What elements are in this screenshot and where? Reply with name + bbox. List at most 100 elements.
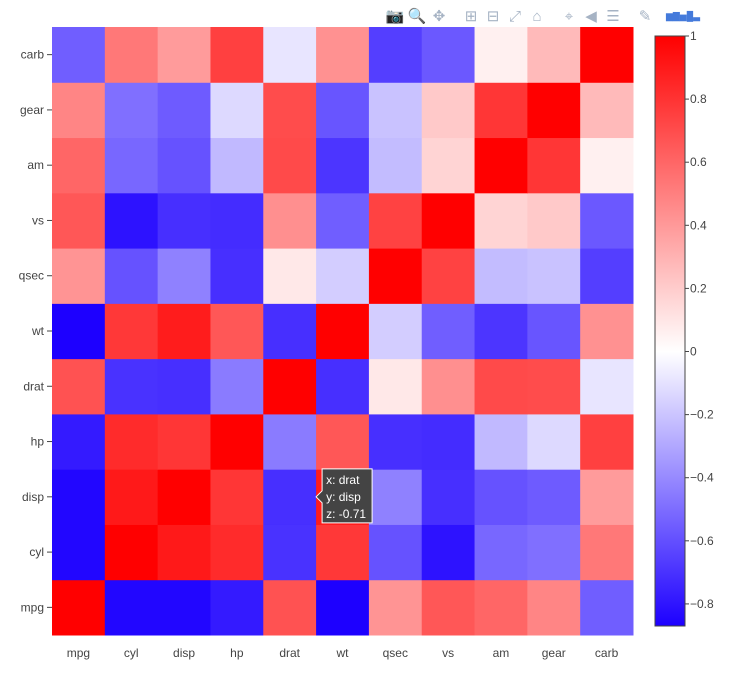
heatmap-cell-vs-hp[interactable] — [210, 192, 264, 249]
heatmap-cell-mpg-carb[interactable] — [580, 579, 634, 636]
heatmap-cell-am-wt[interactable] — [316, 137, 370, 194]
heatmap-cell-cyl-carb[interactable] — [580, 524, 634, 581]
heatmap-cell-cyl-am[interactable] — [474, 524, 528, 581]
hover-compare-icon[interactable]: ☰ — [606, 7, 620, 25]
heatmap-cell-am-carb[interactable] — [580, 137, 634, 194]
heatmap-cell-wt-cyl[interactable] — [104, 303, 159, 360]
heatmap-cell-cyl-mpg[interactable] — [52, 524, 106, 581]
heatmap-cell-qsec-am[interactable] — [474, 248, 528, 304]
heatmap-cell-gear-mpg[interactable] — [52, 82, 106, 139]
heatmap-cell-qsec-wt[interactable] — [316, 248, 370, 304]
heatmap-cell-drat-drat[interactable] — [263, 358, 317, 415]
heatmap-cell-qsec-hp[interactable] — [210, 248, 264, 304]
heatmap-cell-carb-carb[interactable] — [580, 27, 634, 83]
heatmap-cell-cyl-drat[interactable] — [263, 524, 317, 581]
heatmap-cell-disp-gear[interactable] — [527, 469, 581, 525]
heatmap-cell-wt-mpg[interactable] — [52, 303, 106, 360]
hover-closest-icon[interactable]: ◀ — [585, 7, 597, 25]
heatmap-cell-carb-gear[interactable] — [527, 27, 581, 83]
heatmap-cell-hp-mpg[interactable] — [52, 413, 106, 470]
spike-lines-icon[interactable]: ⌖ — [564, 7, 574, 25]
heatmap-cell-qsec-mpg[interactable] — [52, 248, 106, 304]
heatmap-cell-hp-gear[interactable] — [527, 413, 581, 470]
heatmap-cell-hp-carb[interactable] — [580, 413, 634, 470]
heatmap-cell-vs-wt[interactable] — [316, 192, 370, 249]
zoom-out-icon[interactable]: ⊟ — [486, 7, 500, 25]
heatmap-cell-gear-carb[interactable] — [580, 82, 634, 139]
heatmap-cell-mpg-gear[interactable] — [527, 579, 581, 636]
heatmap-cell-am-cyl[interactable] — [104, 137, 159, 194]
heatmap-cell-cyl-cyl[interactable] — [104, 524, 159, 581]
heatmap-cell-mpg-disp[interactable] — [157, 579, 211, 636]
pan-icon[interactable]: ✥ — [432, 7, 446, 25]
heatmap-cell-drat-disp[interactable] — [157, 358, 211, 415]
autoscale-icon[interactable]: ⤢ — [508, 7, 521, 25]
heatmap-cell-wt-drat[interactable] — [263, 303, 317, 360]
heatmap-cell-drat-carb[interactable] — [580, 358, 634, 415]
heatmap-cell-carb-wt[interactable] — [316, 27, 370, 83]
heatmap-cell-wt-hp[interactable] — [210, 303, 264, 360]
heatmap-cell-cyl-gear[interactable] — [527, 524, 581, 581]
heatmap-cell-qsec-disp[interactable] — [157, 248, 211, 304]
heatmap-cell-am-am[interactable] — [474, 137, 528, 194]
heatmap-cell-disp-cyl[interactable] — [104, 469, 159, 525]
heatmap-cell-disp-qsec[interactable] — [368, 469, 423, 525]
heatmap-cell-wt-carb[interactable] — [580, 303, 634, 360]
heatmap-cell-gear-vs[interactable] — [421, 82, 476, 139]
heatmap-cell-vs-gear[interactable] — [527, 192, 581, 249]
heatmap-cell-wt-vs[interactable] — [421, 303, 476, 360]
heatmap-cell-hp-wt[interactable] — [316, 413, 370, 470]
heatmap-cell-vs-qsec[interactable] — [368, 192, 423, 249]
heatmap-cell-cyl-hp[interactable] — [210, 524, 264, 581]
heatmap-cell-disp-hp[interactable] — [210, 469, 264, 525]
heatmap-cell-vs-mpg[interactable] — [52, 192, 106, 249]
zoom-in-icon[interactable]: ⊞ — [464, 7, 478, 25]
heatmap-cell-vs-disp[interactable] — [157, 192, 211, 249]
heatmap-cell-gear-am[interactable] — [474, 82, 528, 139]
heatmap-cell-hp-hp[interactable] — [210, 413, 264, 470]
camera-icon[interactable]: 📷 — [385, 7, 405, 25]
heatmap-cell-wt-qsec[interactable] — [368, 303, 423, 360]
heatmap-cell-hp-drat[interactable] — [263, 413, 317, 470]
heatmap-cell-gear-gear[interactable] — [527, 82, 581, 139]
heatmap-cell-drat-vs[interactable] — [421, 358, 476, 415]
heatmap-cell-am-hp[interactable] — [210, 137, 264, 194]
heatmap-cell-mpg-wt[interactable] — [316, 579, 370, 636]
heatmap-cell-disp-mpg[interactable] — [52, 469, 106, 525]
heatmap-cell-carb-drat[interactable] — [263, 27, 317, 83]
heatmap-cell-drat-gear[interactable] — [527, 358, 581, 415]
heatmap-cell-qsec-vs[interactable] — [421, 248, 476, 304]
heatmap-cell-wt-wt[interactable] — [316, 303, 370, 360]
heatmap-cell-mpg-mpg[interactable] — [52, 579, 106, 636]
heatmap-cell-gear-disp[interactable] — [157, 82, 211, 139]
heatmap-cell-gear-drat[interactable] — [263, 82, 317, 139]
heatmap-cell-gear-qsec[interactable] — [368, 82, 423, 139]
heatmap-cell-am-qsec[interactable] — [368, 137, 423, 194]
heatmap-cell-cyl-qsec[interactable] — [368, 524, 423, 581]
heatmap-cell-disp-vs[interactable] — [421, 469, 476, 525]
heatmap-cell-carb-am[interactable] — [474, 27, 528, 83]
heatmap-cell-gear-hp[interactable] — [210, 82, 264, 139]
heatmap-cell-mpg-hp[interactable] — [210, 579, 264, 636]
heatmap-cell-drat-mpg[interactable] — [52, 358, 106, 415]
heatmap-cell-am-disp[interactable] — [157, 137, 211, 194]
heatmap-cell-carb-vs[interactable] — [421, 27, 476, 83]
heatmap-cell-mpg-qsec[interactable] — [368, 579, 423, 636]
heatmap-cell-vs-vs[interactable] — [421, 192, 476, 249]
heatmap-cell-disp-carb[interactable] — [580, 469, 634, 525]
heatmap-cell-qsec-cyl[interactable] — [104, 248, 159, 304]
heatmap-cell-vs-drat[interactable] — [263, 192, 317, 249]
heatmap-cell-vs-cyl[interactable] — [104, 192, 159, 249]
heatmap-cell-am-drat[interactable] — [263, 137, 317, 194]
heatmap-cell-cyl-wt[interactable] — [316, 524, 370, 581]
heatmap-cell-qsec-qsec[interactable] — [368, 248, 423, 304]
heatmap-cell-am-gear[interactable] — [527, 137, 581, 194]
heatmap-cell-carb-disp[interactable] — [157, 27, 211, 83]
heatmap-cell-am-mpg[interactable] — [52, 137, 106, 194]
heatmap-cell-wt-am[interactable] — [474, 303, 528, 360]
heatmap-cell-vs-carb[interactable] — [580, 192, 634, 249]
heatmap-cell-hp-qsec[interactable] — [368, 413, 423, 470]
heatmap-cell-qsec-drat[interactable] — [263, 248, 317, 304]
heatmap-cell-drat-qsec[interactable] — [368, 358, 423, 415]
heatmap-cell-vs-am[interactable] — [474, 192, 528, 249]
